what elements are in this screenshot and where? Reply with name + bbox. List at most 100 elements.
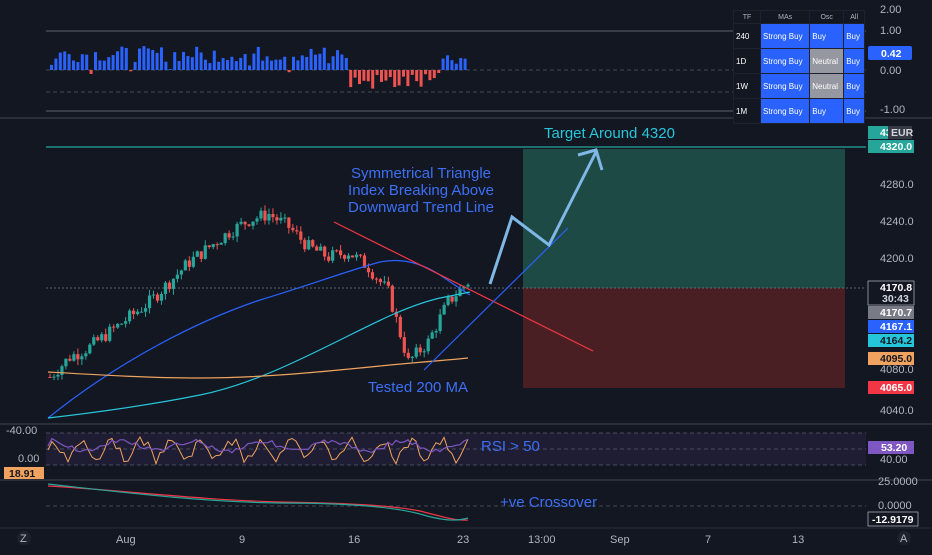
candle-body bbox=[462, 286, 466, 289]
histogram-bar bbox=[463, 58, 467, 70]
candle-body bbox=[335, 250, 339, 252]
candle-body bbox=[175, 274, 179, 279]
histogram-bar bbox=[116, 51, 119, 70]
rsi-left-tag-text: 18.91 bbox=[9, 468, 35, 480]
table-row: 1M Strong Buy Buy Buy bbox=[733, 98, 865, 124]
all-cell: Buy bbox=[843, 73, 865, 99]
candle-body bbox=[247, 224, 251, 226]
candle-body bbox=[259, 210, 263, 219]
tf-cell: 240 bbox=[733, 23, 761, 49]
histogram-bar bbox=[349, 70, 353, 88]
support-trend-line[interactable] bbox=[423, 227, 569, 371]
histogram-bar bbox=[336, 50, 339, 70]
top-value-tag bbox=[868, 46, 912, 60]
ma-fast-tag bbox=[868, 306, 914, 319]
stoch-k-line bbox=[47, 435, 469, 466]
histogram-bar bbox=[58, 52, 62, 70]
price-axis-label: 4040.0 bbox=[880, 405, 914, 417]
candle-body bbox=[323, 246, 327, 257]
mas-cell: Strong Buy bbox=[759, 98, 811, 124]
candle-body bbox=[382, 281, 386, 283]
macd-annotation: +ve Crossover bbox=[500, 494, 597, 511]
price-axis-label: 4080.0 bbox=[880, 364, 914, 376]
histogram-bar bbox=[410, 70, 414, 75]
macd-value-tag bbox=[867, 511, 919, 527]
candle-body bbox=[183, 260, 187, 271]
histogram-bar bbox=[195, 46, 199, 70]
timezone-icon[interactable] bbox=[17, 531, 31, 545]
candle-body bbox=[438, 314, 442, 332]
target-zone bbox=[523, 149, 845, 288]
table-row: 1W Strong Buy Neutral Buy bbox=[733, 73, 865, 99]
histogram-bar bbox=[287, 70, 291, 73]
candle-body bbox=[287, 217, 291, 228]
candle-body bbox=[426, 338, 430, 352]
candle-body bbox=[466, 284, 470, 287]
stop-zone bbox=[523, 288, 845, 388]
timezone-icon-label: Z bbox=[20, 533, 27, 545]
candle-body bbox=[167, 282, 172, 289]
histogram-bar bbox=[344, 57, 348, 70]
time-axis-label: Sep bbox=[610, 534, 630, 546]
histogram-bar bbox=[459, 58, 463, 70]
histogram-bar bbox=[243, 54, 247, 70]
histogram-bar bbox=[437, 70, 441, 74]
histogram-bar bbox=[309, 48, 313, 70]
candle-body bbox=[124, 321, 128, 324]
candle-body bbox=[430, 332, 434, 339]
candle-body bbox=[315, 246, 319, 251]
time-axis-label: 9 bbox=[239, 534, 245, 546]
candle-body bbox=[414, 347, 418, 357]
auto-scale-icon-label: A bbox=[900, 533, 908, 545]
candle-body bbox=[76, 354, 80, 360]
auto-scale-icon[interactable] bbox=[897, 531, 911, 545]
histogram-bar bbox=[111, 55, 115, 70]
histogram-bar bbox=[133, 61, 137, 70]
candle-body bbox=[319, 246, 323, 251]
candle-body bbox=[446, 296, 450, 305]
triangle-annotation-line1: Symmetrical Triangle bbox=[351, 165, 491, 182]
candle-body bbox=[243, 221, 247, 225]
table-header: All bbox=[843, 10, 865, 24]
time-axis[interactable]: Z Aug 9 16 23 13:00 Sep 7 13 A bbox=[17, 531, 911, 546]
histogram-bar bbox=[67, 54, 71, 70]
target-tag-partial-text: 43 bbox=[880, 127, 892, 139]
histogram-bar bbox=[265, 56, 269, 70]
histogram-bar bbox=[164, 61, 168, 70]
candle-body bbox=[64, 358, 68, 367]
candle-body bbox=[327, 256, 331, 261]
time-axis-label: 13 bbox=[792, 534, 804, 546]
osc-cell: Buy bbox=[809, 98, 845, 124]
histogram-bar bbox=[283, 56, 287, 70]
histogram-bar bbox=[402, 70, 405, 77]
ma-cyan-tag bbox=[868, 334, 914, 347]
candle-body bbox=[275, 217, 279, 221]
histogram-bar bbox=[446, 55, 449, 70]
candle-body bbox=[211, 244, 215, 248]
histogram-bar bbox=[107, 57, 111, 70]
top-axis-label: 1.00 bbox=[880, 25, 901, 37]
histogram-bar bbox=[292, 56, 295, 70]
time-axis-label: 7 bbox=[705, 534, 711, 546]
currency-tag[interactable] bbox=[888, 126, 912, 139]
ma-mid-tag bbox=[868, 320, 914, 333]
candle-body bbox=[366, 267, 371, 273]
candle-body bbox=[263, 210, 267, 221]
candle-body bbox=[251, 221, 255, 226]
candle-body bbox=[108, 326, 112, 341]
candle-body bbox=[199, 251, 203, 259]
table-header: MAs bbox=[759, 10, 811, 24]
histogram-bars bbox=[50, 46, 467, 89]
target-annotation: Target Around 4320 bbox=[544, 125, 675, 142]
candle-body bbox=[215, 244, 219, 246]
price-panel: Target Around 4320 Symmetrical Triangle … bbox=[46, 125, 915, 419]
resistance-trend-line[interactable] bbox=[333, 221, 594, 352]
candle-body bbox=[80, 356, 84, 360]
histogram-bar bbox=[142, 46, 146, 70]
mas-cell: Strong Buy bbox=[759, 23, 811, 49]
time-axis-label: Aug bbox=[116, 534, 136, 546]
candle-body bbox=[56, 374, 60, 377]
histogram-bar bbox=[331, 56, 335, 70]
histogram-bar bbox=[204, 59, 207, 70]
candle-body bbox=[163, 282, 168, 294]
